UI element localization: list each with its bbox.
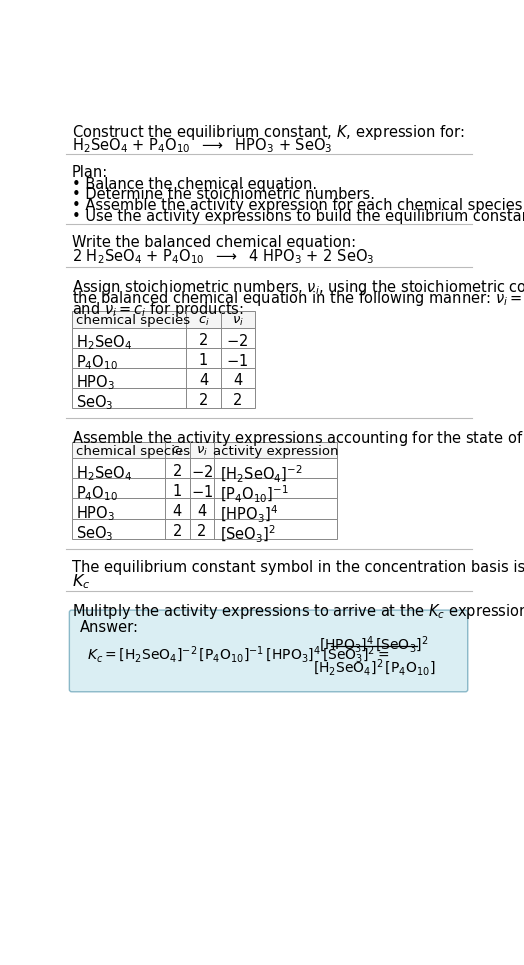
Text: $-1$: $-1$ bbox=[226, 353, 248, 369]
Text: Plan:: Plan: bbox=[72, 165, 108, 180]
Text: and $\nu_i = c_i$ for products:: and $\nu_i = c_i$ for products: bbox=[72, 300, 244, 318]
Text: $\mathrm{H_2SeO_4}$: $\mathrm{H_2SeO_4}$ bbox=[75, 333, 132, 351]
Text: $\mathrm{SeO_3}$: $\mathrm{SeO_3}$ bbox=[75, 393, 113, 412]
Bar bbox=[72, 499, 337, 518]
Bar bbox=[72, 479, 337, 499]
Text: Mulitply the activity expressions to arrive at the $K_c$ expression:: Mulitply the activity expressions to arr… bbox=[72, 601, 524, 620]
Text: $\mathrm{P_4O_{10}}$: $\mathrm{P_4O_{10}}$ bbox=[75, 353, 117, 372]
Text: $-1$: $-1$ bbox=[191, 483, 213, 500]
Text: $\nu_i$: $\nu_i$ bbox=[196, 446, 208, 458]
Text: 2: 2 bbox=[199, 333, 208, 348]
Bar bbox=[72, 518, 337, 538]
Bar bbox=[72, 327, 255, 347]
Text: 4: 4 bbox=[199, 373, 208, 388]
Bar bbox=[72, 347, 255, 368]
Text: $K_c = [\mathrm{H_2SeO_4}]^{-2}\,[\mathrm{P_4O_{10}}]^{-1}\,[\mathrm{HPO_3}]^4\,: $K_c = [\mathrm{H_2SeO_4}]^{-2}\,[\mathr… bbox=[87, 645, 389, 665]
Text: The equilibrium constant symbol in the concentration basis is:: The equilibrium constant symbol in the c… bbox=[72, 560, 524, 575]
Text: $\mathrm{SeO_3}$: $\mathrm{SeO_3}$ bbox=[75, 524, 113, 542]
Text: $\nu_i$: $\nu_i$ bbox=[232, 315, 244, 327]
Text: $\mathrm{H_2SeO_4}$ + $\mathrm{P_4O_{10}}$  $\longrightarrow$  $\mathrm{HPO_3}$ : $\mathrm{H_2SeO_4}$ + $\mathrm{P_4O_{10}… bbox=[72, 136, 332, 154]
Text: Write the balanced chemical equation:: Write the balanced chemical equation: bbox=[72, 235, 356, 250]
Text: $[\mathrm{P_4O_{10}}]^{-1}$: $[\mathrm{P_4O_{10}}]^{-1}$ bbox=[221, 483, 289, 505]
Text: $-2$: $-2$ bbox=[191, 464, 213, 480]
Text: 1: 1 bbox=[172, 483, 182, 499]
Text: $\mathrm{P_4O_{10}}$: $\mathrm{P_4O_{10}}$ bbox=[75, 483, 117, 503]
Text: $c_i$: $c_i$ bbox=[171, 446, 183, 458]
Text: $[\mathrm{H_2SeO_4}]^2\,[\mathrm{P_4O_{10}}]$: $[\mathrm{H_2SeO_4}]^2\,[\mathrm{P_4O_{1… bbox=[313, 657, 435, 677]
Text: Assemble the activity expressions accounting for the state of matter and $\nu_i$: Assemble the activity expressions accoun… bbox=[72, 429, 524, 448]
Text: chemical species: chemical species bbox=[75, 446, 190, 458]
Text: $c_i$: $c_i$ bbox=[198, 315, 210, 327]
Text: $[\mathrm{HPO_3}]^4$: $[\mathrm{HPO_3}]^4$ bbox=[221, 504, 278, 525]
Text: 2: 2 bbox=[197, 524, 206, 538]
Text: $[\mathrm{H_2SeO_4}]^{-2}$: $[\mathrm{H_2SeO_4}]^{-2}$ bbox=[221, 464, 303, 485]
Bar bbox=[72, 458, 337, 479]
Text: 2: 2 bbox=[172, 524, 182, 538]
Text: $[\mathrm{SeO_3}]^2$: $[\mathrm{SeO_3}]^2$ bbox=[221, 524, 276, 545]
Text: Assign stoichiometric numbers, $\nu_i$, using the stoichiometric coefficients, $: Assign stoichiometric numbers, $\nu_i$, … bbox=[72, 278, 524, 297]
Text: 1: 1 bbox=[199, 353, 208, 368]
Text: $\mathrm{H_2SeO_4}$: $\mathrm{H_2SeO_4}$ bbox=[75, 464, 132, 482]
Text: 2 $\mathrm{H_2SeO_4}$ + $\mathrm{P_4O_{10}}$  $\longrightarrow$  4 $\mathrm{HPO_: 2 $\mathrm{H_2SeO_4}$ + $\mathrm{P_4O_{1… bbox=[72, 247, 374, 266]
Text: • Use the activity expressions to build the equilibrium constant expression.: • Use the activity expressions to build … bbox=[72, 209, 524, 224]
Text: 4: 4 bbox=[197, 504, 206, 519]
Text: activity expression: activity expression bbox=[213, 446, 339, 458]
Text: $[\mathrm{HPO_3}]^4\,[\mathrm{SeO_3}]^2$: $[\mathrm{HPO_3}]^4\,[\mathrm{SeO_3}]^2$ bbox=[319, 635, 429, 655]
Text: $\mathrm{HPO_3}$: $\mathrm{HPO_3}$ bbox=[75, 373, 115, 392]
Text: $\mathrm{HPO_3}$: $\mathrm{HPO_3}$ bbox=[75, 504, 115, 523]
Text: • Balance the chemical equation.: • Balance the chemical equation. bbox=[72, 177, 317, 192]
Bar bbox=[72, 442, 337, 458]
Text: $-2$: $-2$ bbox=[226, 333, 248, 349]
Text: Answer:: Answer: bbox=[80, 620, 138, 635]
Text: 2: 2 bbox=[172, 464, 182, 479]
Text: 2: 2 bbox=[199, 393, 208, 408]
Bar bbox=[72, 368, 255, 388]
Bar bbox=[72, 388, 255, 407]
Text: 4: 4 bbox=[233, 373, 242, 388]
Text: the balanced chemical equation in the following manner: $\nu_i = -c_i$ for react: the balanced chemical equation in the fo… bbox=[72, 290, 524, 308]
Text: 2: 2 bbox=[233, 393, 242, 408]
Text: $K_c$: $K_c$ bbox=[72, 572, 90, 592]
Text: Construct the equilibrium constant, $K$, expression for:: Construct the equilibrium constant, $K$,… bbox=[72, 124, 464, 143]
Bar bbox=[72, 311, 255, 327]
Text: • Determine the stoichiometric numbers.: • Determine the stoichiometric numbers. bbox=[72, 187, 375, 203]
Text: • Assemble the activity expression for each chemical species.: • Assemble the activity expression for e… bbox=[72, 198, 524, 213]
Text: 4: 4 bbox=[172, 504, 182, 519]
FancyBboxPatch shape bbox=[69, 610, 468, 692]
Text: chemical species: chemical species bbox=[75, 315, 190, 327]
